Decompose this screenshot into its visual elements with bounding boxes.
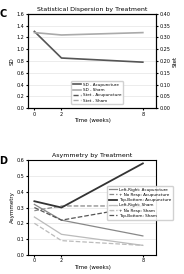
SD - Acupuncture bbox=[60, 56, 63, 60]
Line: Top-Bottom: Acupuncture: Top-Bottom: Acupuncture bbox=[34, 163, 143, 207]
Y-axis label: Asymmetry: Asymmetry bbox=[10, 192, 15, 224]
Left-Right: Acupuncture: (8, 0.12): Acupuncture: (8, 0.12) bbox=[142, 234, 144, 238]
SD - Acupuncture bbox=[33, 30, 36, 33]
Top-Bottom: Acupuncture: (2, 0.3): Acupuncture: (2, 0.3) bbox=[60, 206, 63, 209]
Top-Bottom: Sham: (0, 0.3): Sham: (0, 0.3) bbox=[33, 206, 36, 209]
Top-Bottom: Acupuncture: (8, 0.58): Acupuncture: (8, 0.58) bbox=[142, 162, 144, 165]
Text: C: C bbox=[0, 9, 6, 19]
Left-Right: Sham: (8, 0.06): Sham: (8, 0.06) bbox=[142, 244, 144, 247]
SD - Acupuncture bbox=[142, 61, 144, 64]
Top-Bottom: Sham: (2, 0.22): Sham: (2, 0.22) bbox=[60, 218, 63, 222]
SD - Sham bbox=[60, 33, 63, 37]
Left-Right: Acupuncture: (2, 0.22): Acupuncture: (2, 0.22) bbox=[60, 218, 63, 222]
+ No Resp: Sham: (2, 0.09): Sham: (2, 0.09) bbox=[60, 239, 63, 242]
X-axis label: Time (weeks): Time (weeks) bbox=[74, 118, 110, 123]
+ No Resp: Acupuncture: (0, 0.28): Acupuncture: (0, 0.28) bbox=[33, 209, 36, 212]
Title: Asymmetry by Treatment: Asymmetry by Treatment bbox=[52, 153, 132, 158]
Line: Left-Right: Sham: Left-Right: Sham bbox=[34, 217, 143, 245]
+ No Resp: Sham: (0, 0.2): Sham: (0, 0.2) bbox=[33, 222, 36, 225]
X-axis label: Time (weeks): Time (weeks) bbox=[74, 265, 110, 270]
+ No Resp: Acupuncture: (2, 0.31): Acupuncture: (2, 0.31) bbox=[60, 204, 63, 208]
Y-axis label: Stet: Stet bbox=[172, 55, 177, 67]
Line: SD - Sham: SD - Sham bbox=[34, 33, 143, 35]
Text: D: D bbox=[0, 156, 7, 165]
+ No Resp: Acupuncture: (8, 0.31): Acupuncture: (8, 0.31) bbox=[142, 204, 144, 208]
SD - Sham bbox=[33, 31, 36, 34]
Left-Right: Sham: (0, 0.24): Sham: (0, 0.24) bbox=[33, 215, 36, 219]
Top-Bottom: Sham: (8, 0.31): Sham: (8, 0.31) bbox=[142, 204, 144, 208]
Line: + No Resp: Acupuncture: + No Resp: Acupuncture bbox=[34, 206, 143, 211]
Title: Statistical Dispersion by Treatment: Statistical Dispersion by Treatment bbox=[37, 7, 147, 12]
+ No Resp: Sham: (8, 0.06): Sham: (8, 0.06) bbox=[142, 244, 144, 247]
Line: Left-Right: Acupuncture: Left-Right: Acupuncture bbox=[34, 204, 143, 236]
Legend: Left-Right: Acupuncture, + No Resp: Acupuncture, Top-Bottom: Acupuncture, Left-R: Left-Right: Acupuncture, + No Resp: Acup… bbox=[107, 186, 173, 219]
Left-Right: Sham: (2, 0.13): Sham: (2, 0.13) bbox=[60, 233, 63, 236]
Line: Top-Bottom: Sham: Top-Bottom: Sham bbox=[34, 206, 143, 220]
Left-Right: Acupuncture: (0, 0.32): Acupuncture: (0, 0.32) bbox=[33, 203, 36, 206]
Y-axis label: SD: SD bbox=[10, 57, 15, 65]
Line: SD - Acupuncture: SD - Acupuncture bbox=[34, 32, 143, 62]
Line: + No Resp: Sham: + No Resp: Sham bbox=[34, 223, 143, 245]
Legend: SD - Acupuncture, SD - Sham, Stet - Acupuncture, Stet - Sham: SD - Acupuncture, SD - Sham, Stet - Acup… bbox=[71, 81, 123, 104]
Top-Bottom: Acupuncture: (0, 0.34): Acupuncture: (0, 0.34) bbox=[33, 199, 36, 203]
SD - Sham bbox=[142, 31, 144, 34]
